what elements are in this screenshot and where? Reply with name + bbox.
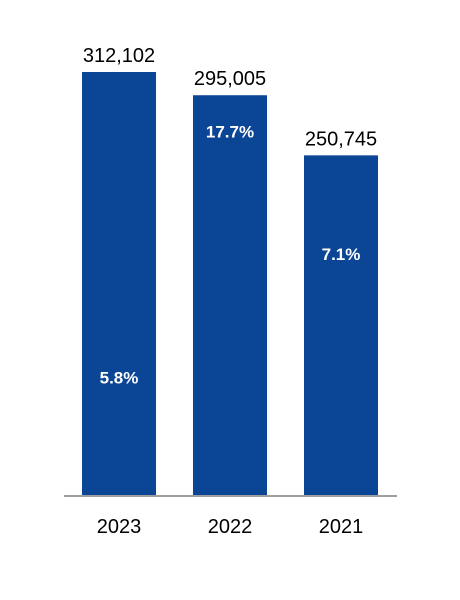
value-label-2022: 295,005 [194,68,266,90]
growth-label-2022: 17.7% [206,122,254,141]
value-label-2021: 250,745 [305,128,377,150]
growth-label-2021: 7.1% [322,245,361,264]
x-tick-labels: 2023 2022 2021 [97,516,364,538]
bar-2023 [82,72,156,496]
value-label-2023: 312,102 [83,45,155,67]
growth-label-2023: 5.8% [100,368,139,387]
bar-2022 [193,95,267,496]
x-tick-2022: 2022 [208,516,253,538]
x-tick-2023: 2023 [97,516,142,538]
labels-group: 312,102 5.8% 295,005 17.7% 250,745 7.1% [83,45,377,387]
bar-2021 [304,155,378,496]
x-tick-2021: 2021 [319,516,364,538]
bars-group [82,72,378,496]
